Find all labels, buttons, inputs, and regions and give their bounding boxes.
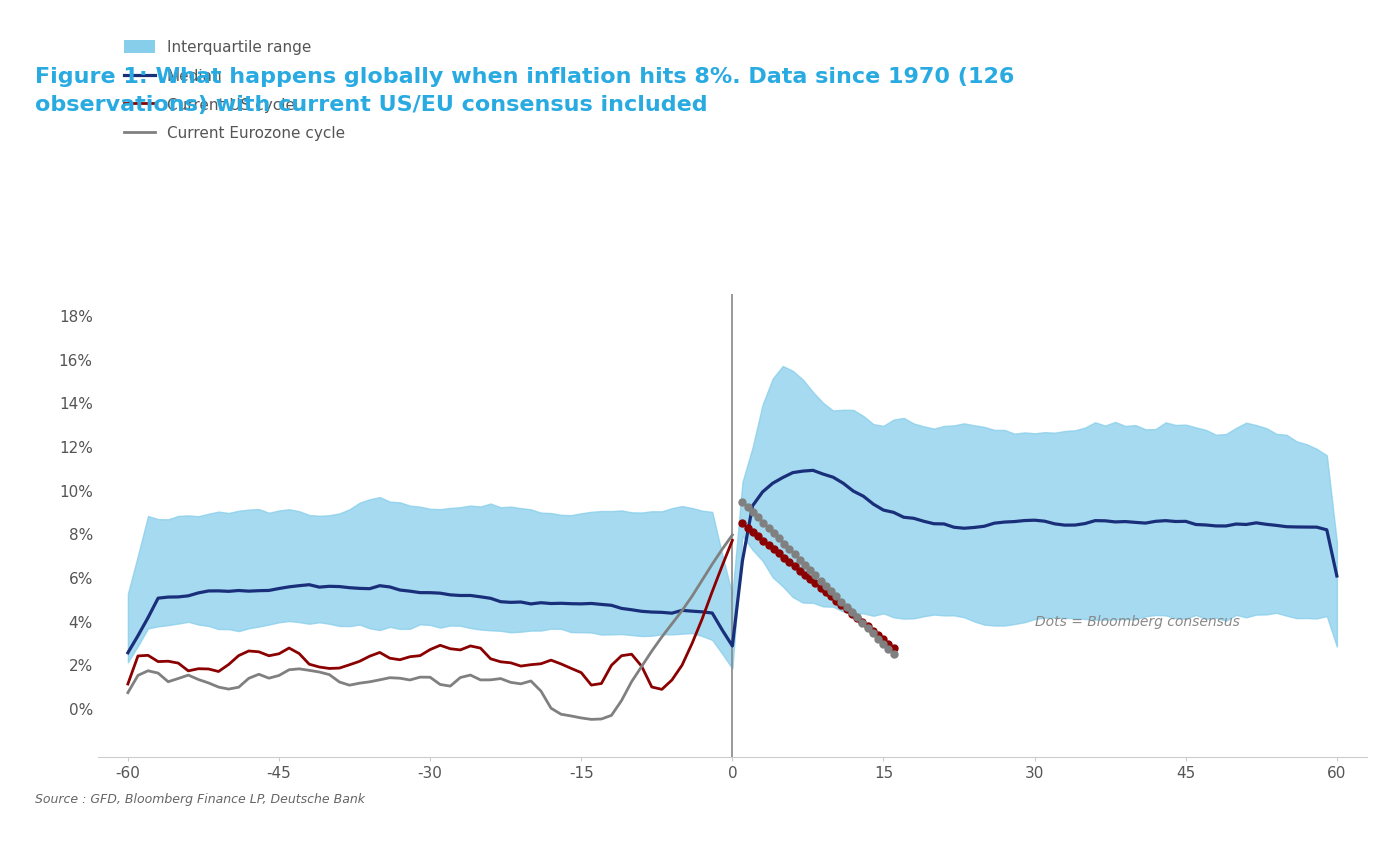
Legend: Interquartile range, Median, Current US cycle, Current Eurozone cycle: Interquartile range, Median, Current US … <box>119 34 352 147</box>
Text: Figure 1: What happens globally when inflation hits 8%. Data since 1970 (126
obs: Figure 1: What happens globally when inf… <box>35 67 1014 115</box>
Text: Source : GFD, Bloomberg Finance LP, Deutsche Bank: Source : GFD, Bloomberg Finance LP, Deut… <box>35 793 365 807</box>
Text: Dots = Bloomberg consensus: Dots = Bloomberg consensus <box>1035 615 1240 629</box>
